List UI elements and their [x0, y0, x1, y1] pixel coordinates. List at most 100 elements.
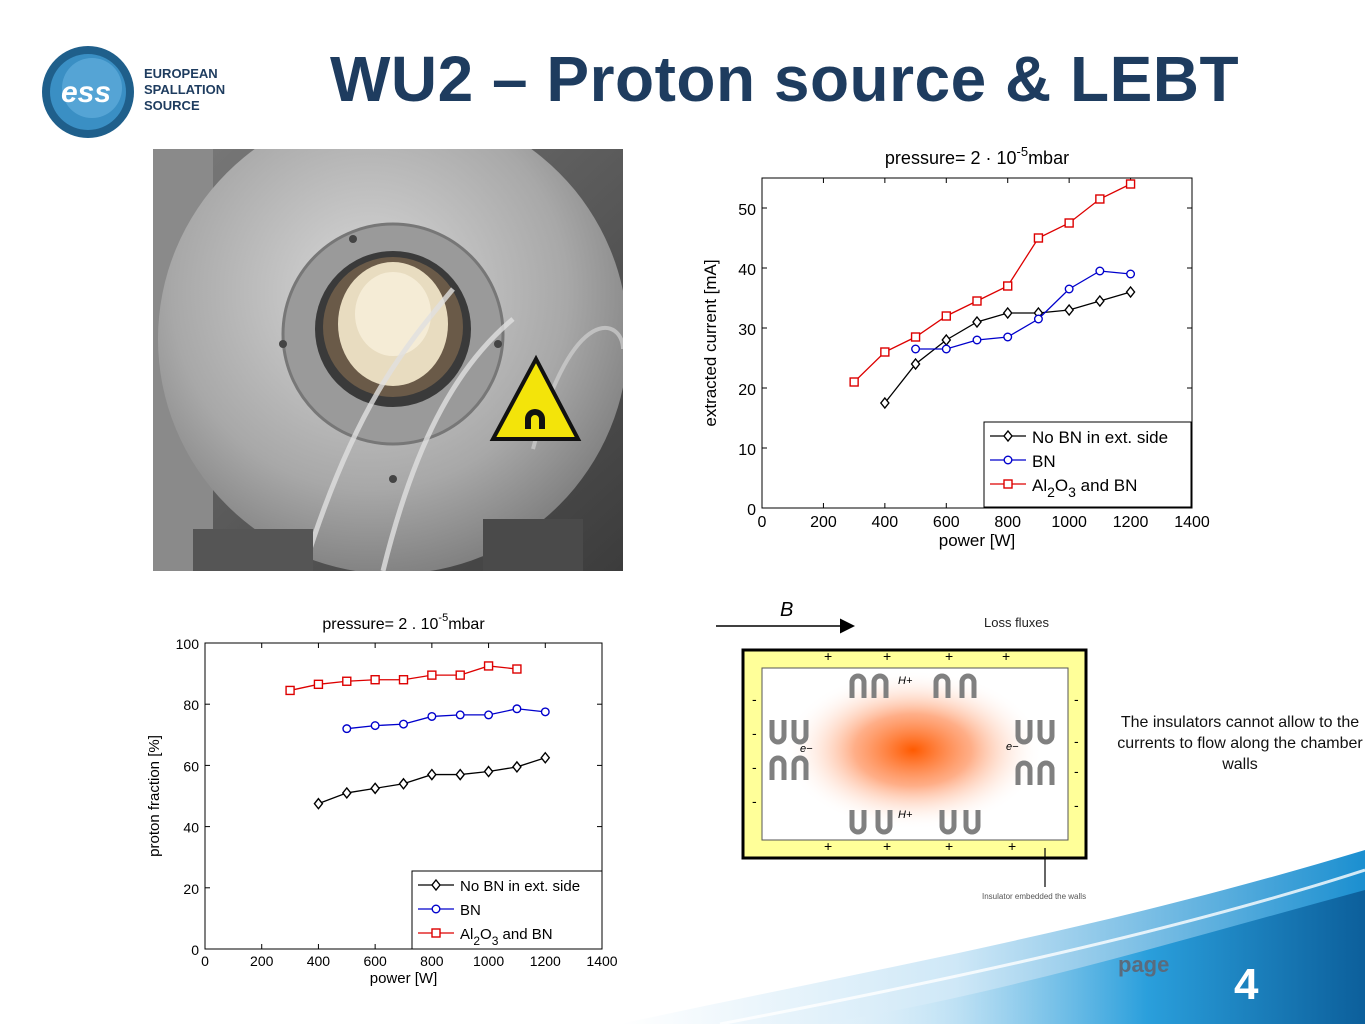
data-point: [941, 311, 951, 321]
data-point: [398, 777, 409, 790]
loss-fluxes-label: Loss fluxes: [984, 615, 1050, 630]
logo-line-3: SOURCE: [144, 98, 200, 113]
legend-label: Al2O3 and BN: [1032, 476, 1137, 500]
insulator-caption: The insulators cannot allow to the curre…: [1117, 714, 1363, 773]
y-tick-label: 40: [183, 820, 199, 836]
plasma-core: [783, 670, 1043, 830]
y-tick-label: 20: [738, 382, 756, 399]
legend-marker: [1003, 455, 1013, 465]
data-point: [313, 679, 324, 690]
legend-marker: [431, 878, 441, 892]
data-point: [1033, 314, 1043, 324]
svg-text:+: +: [945, 648, 953, 664]
svg-text:+: +: [1002, 648, 1010, 664]
x-tick-label: 0: [201, 953, 209, 969]
page-label: page: [1118, 952, 1170, 977]
data-point: [512, 704, 522, 714]
legend-marker: [431, 904, 441, 914]
extracted-current-chart: pressure= 2 · 10-5mbar 0 200 400 600 800 1000 1…: [700, 140, 1230, 560]
insulator-diagram: B ‾ Loss fluxes + + + + + + + + - - - - …: [700, 587, 1120, 910]
page-number: 4: [1234, 960, 1259, 1009]
logo-line-1: EUROPEAN: [144, 66, 218, 81]
data-point: [483, 661, 494, 671]
x-axis-label: power [W]: [939, 531, 1016, 550]
logo-line-2: SPALLATION: [144, 82, 225, 97]
svg-text:+: +: [824, 838, 832, 854]
data-point: [426, 768, 437, 781]
data-point: [342, 676, 352, 686]
y-tick-label: 40: [738, 262, 756, 279]
svg-text:-: -: [752, 691, 757, 707]
b-field-label: B: [780, 599, 793, 621]
data-point: [972, 315, 982, 329]
logo-mark: ess: [61, 76, 111, 109]
data-point: [399, 719, 409, 729]
data-point: [1064, 284, 1074, 294]
data-point: [455, 768, 466, 781]
data-point: [1094, 294, 1105, 308]
data-point: [910, 332, 921, 342]
data-point: [512, 760, 522, 774]
x-tick-label: 1200: [530, 953, 561, 969]
svg-text:-: -: [752, 793, 757, 809]
x-tick-label: 1000: [473, 953, 504, 969]
series-line: [346, 708, 546, 730]
electron-label-right: e−: [1006, 741, 1019, 753]
x-tick-label: 0: [758, 514, 767, 531]
svg-text:-: -: [752, 725, 757, 741]
ess-logo: ess EUROPEAN SPALLATION SOURCE: [40, 42, 240, 142]
x-tick-label: 1400: [586, 953, 617, 969]
data-point: [1126, 269, 1136, 279]
data-point: [540, 751, 551, 764]
legend-label: BN: [1032, 452, 1056, 471]
y-tick-label: 80: [183, 697, 199, 713]
proton-fraction-chart: pressure= 2 . 10-5mbar 0 200 400 600 800 1000 1…: [130, 605, 630, 995]
negative-charges: - - - - - - - -: [752, 691, 1079, 813]
data-point: [1033, 233, 1044, 243]
svg-text:-: -: [1074, 691, 1079, 707]
svg-text:+: +: [883, 838, 891, 854]
insulator-label: Insulator embedded the walls: [982, 892, 1086, 901]
data-point: [370, 675, 380, 685]
data-point: [455, 670, 465, 680]
y-axis-label: extracted current [mA]: [701, 259, 720, 426]
x-tick-label: 1400: [1174, 514, 1210, 531]
svg-text:+: +: [1008, 838, 1016, 854]
y-axis-label: proton fraction [%]: [146, 735, 163, 857]
data-point: [341, 786, 352, 800]
y-tick-label: 0: [747, 502, 756, 519]
magnetic-field-warning-sign: [489, 354, 582, 441]
data-point: [484, 710, 494, 720]
x-tick-label: 800: [994, 514, 1021, 531]
data-point: [427, 670, 437, 680]
data-point: [512, 664, 522, 674]
footer-decoration: [620, 780, 1365, 1026]
ion-label-bottom: H+: [898, 809, 913, 821]
data-point: [285, 685, 295, 696]
svg-text:+: +: [945, 838, 953, 854]
data-point: [398, 675, 409, 685]
page-title: WU2 – Proton source & LEBT: [330, 43, 1240, 115]
data-point: [342, 724, 352, 734]
data-point: [1003, 281, 1013, 291]
chart-title: pressure= 2 . 10-5mbar: [322, 612, 485, 633]
legend-marker: [431, 928, 441, 938]
chart-title: pressure= 2 · 10-5mbar: [885, 144, 1069, 168]
data-point: [1095, 194, 1105, 204]
legend-label: BN: [460, 902, 481, 919]
svg-text:-: -: [1074, 763, 1079, 779]
electron-label-left: e−: [800, 743, 813, 755]
data-point: [313, 797, 324, 810]
y-tick-label: 60: [183, 758, 199, 774]
x-tick-label: 400: [872, 514, 899, 531]
y-tick-label: 20: [183, 881, 199, 897]
data-point: [1064, 303, 1075, 317]
electron-flux-arrows: [769, 720, 1055, 785]
x-tick-label: 200: [810, 514, 837, 531]
data-point: [540, 707, 550, 717]
data-point: [1064, 218, 1074, 228]
x-tick-label: 1200: [1113, 514, 1149, 531]
x-tick-label: 1000: [1051, 514, 1087, 531]
y-tick-label: 100: [176, 636, 200, 652]
